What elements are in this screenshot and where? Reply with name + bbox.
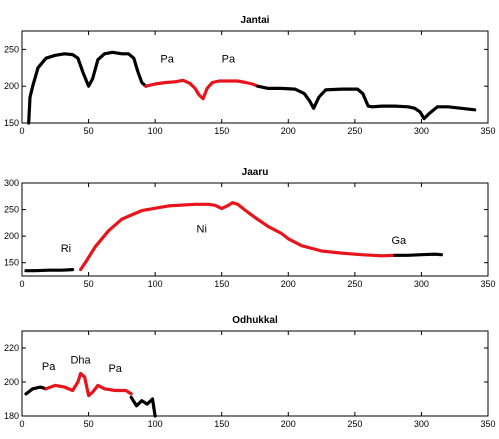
y-tick-label: 250: [4, 44, 19, 54]
x-tick-label: 150: [214, 419, 229, 429]
y-tick-label: 200: [4, 231, 19, 241]
series-line-1: [78, 201, 397, 272]
x-tick-label: 350: [480, 126, 495, 136]
chart-panel-0: Jantai 0 50 100 150 200 250 300 350 150 200 250 Pa Pa: [4, 15, 496, 136]
x-tick-label: 200: [281, 126, 296, 136]
y-tick-label: 200: [4, 81, 19, 91]
y-tick-label: 200: [4, 377, 19, 387]
y-tick-label: 150: [4, 258, 19, 268]
x-tick-label: 100: [148, 279, 163, 289]
chart-title: Odhukkal: [232, 315, 278, 326]
plot-frame: [21, 30, 489, 124]
y-tick-label: 220: [4, 343, 19, 353]
x-tick-label: 150: [214, 279, 229, 289]
chart-panel-1: Jaaru 0 50 100 150 200 250 300 350 150 200 250 300 Ri…: [4, 167, 496, 289]
chart-panel-2: Odhukkal 0 50 100 150 200 250 300 350 180 200 220 Pa…: [4, 315, 496, 429]
x-tick-label: 100: [148, 419, 163, 429]
x-tick-label: 300: [414, 279, 429, 289]
series-line-0: [27, 50, 148, 125]
series-line-0: [24, 385, 48, 396]
chart-title: Jaaru: [242, 167, 269, 178]
chart-title: Jantai: [241, 15, 270, 26]
note-label: Pa: [42, 361, 56, 373]
x-tick-label: 0: [19, 279, 24, 289]
x-tick-label: 50: [84, 419, 94, 429]
note-label: Pa: [108, 363, 122, 375]
x-tick-label: 300: [414, 126, 429, 136]
note-label: Ga: [391, 235, 407, 247]
note-label: Ni: [197, 223, 207, 235]
note-label: Pa: [222, 54, 236, 66]
x-tick-label: 300: [414, 419, 429, 429]
x-tick-label: 250: [347, 126, 362, 136]
plot-frame: [21, 182, 489, 277]
x-tick-label: 50: [84, 126, 94, 136]
x-tick-label: 0: [19, 126, 24, 136]
series-line-1: [144, 78, 260, 101]
y-tick-label: 300: [4, 178, 19, 188]
x-tick-label: 200: [281, 279, 296, 289]
y-tick-label: 250: [4, 205, 19, 215]
series-line-0: [24, 268, 75, 273]
note-label: Ri: [61, 243, 71, 255]
y-tick-label: 180: [4, 411, 19, 421]
x-tick-label: 100: [148, 126, 163, 136]
x-tick-label: 350: [480, 279, 495, 289]
series-line-2: [393, 252, 443, 257]
x-tick-label: 250: [347, 419, 362, 429]
note-label: Pa: [160, 54, 174, 66]
note-label: Dha: [70, 354, 91, 366]
plot-frame: [21, 330, 489, 417]
series-line-1: [44, 371, 133, 398]
x-tick-label: 0: [19, 419, 24, 429]
series-line-2: [129, 395, 157, 418]
x-tick-label: 350: [480, 419, 495, 429]
x-tick-label: 200: [281, 419, 296, 429]
series-line-2: [256, 84, 477, 121]
x-tick-label: 50: [84, 279, 94, 289]
x-tick-label: 150: [214, 126, 229, 136]
y-tick-label: 150: [4, 118, 19, 128]
x-tick-label: 250: [347, 279, 362, 289]
